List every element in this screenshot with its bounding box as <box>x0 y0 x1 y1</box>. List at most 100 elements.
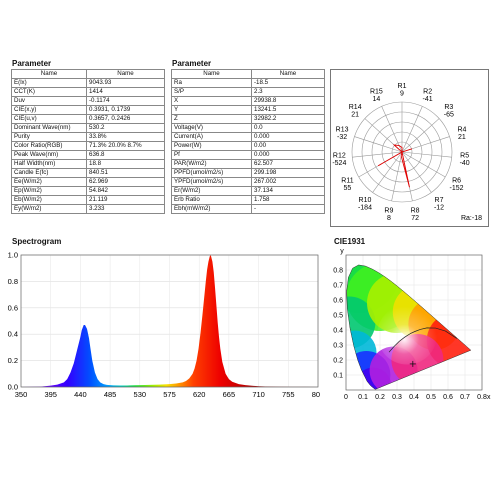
param-value-cell: 0.000 <box>251 132 325 142</box>
y-tick-label: 0.3 <box>333 343 343 350</box>
param-name-cell: Erb Ratio <box>171 195 252 205</box>
column-header: Name <box>171 69 252 79</box>
color-rendering-panel: R1 9 R2 -41 R3 -65 R4 21 R5 -40 R6 -152 R7 -12 R8 72 R9 8… <box>330 69 489 227</box>
polar-label-value: -32 <box>337 134 347 141</box>
table-row: Purity 33.8% <box>11 132 165 142</box>
table-row: Z 32982.2 <box>171 114 325 124</box>
table-row: PPFD(umol/m2/s) 299.198 <box>171 168 325 178</box>
polar-label-name: R7 <box>435 197 444 204</box>
table-row: Voltage(V) 0.0 <box>171 123 325 133</box>
param-name-cell: Ey(W/m2) <box>11 204 87 214</box>
param-value-cell: 0.00 <box>251 141 325 151</box>
x-tick-label: 395 <box>44 390 57 399</box>
param-name-cell: Candle E(fc) <box>11 168 87 178</box>
polar-spoke <box>352 151 403 158</box>
x-axis-label: x <box>487 394 491 401</box>
polar-label-name: R12 <box>333 153 346 160</box>
plot-frame <box>345 254 483 391</box>
param-name-cell: Pf <box>171 150 252 160</box>
polar-label-value: -12 <box>434 204 444 211</box>
x-tick-label: 0 <box>344 394 348 401</box>
x-tick-label: 0.7 <box>460 394 470 401</box>
param-value-cell: 13241.5 <box>251 105 325 115</box>
cie-white-region <box>377 304 438 365</box>
polar-label-value: 9 <box>400 91 404 98</box>
polar-label-name: R8 <box>411 208 420 215</box>
param-value-cell: 71.3% 20.0% 8.7% <box>86 141 165 151</box>
table-row: Color Ratio(RGB) 71.3% 20.0% 8.7% <box>11 141 165 151</box>
param-value-cell: -0.1174 <box>86 96 165 106</box>
param-value-cell: 2.3 <box>251 87 325 97</box>
table-row: Y 13241.5 <box>171 105 325 115</box>
polar-label-value: -65 <box>444 111 454 118</box>
param-value-cell: 1.758 <box>251 195 325 205</box>
x-tick-label: 0.3 <box>392 394 402 401</box>
table-row: S/P 2.3 <box>171 87 325 97</box>
polar-spoke <box>401 118 440 153</box>
column-header: Name <box>11 69 87 79</box>
x-tick-label: 710 <box>252 390 265 399</box>
param-value-cell: 37.134 <box>251 186 325 196</box>
table-row: Current(A) 0.000 <box>171 132 325 142</box>
x-tick-label: 0.8 <box>477 394 487 401</box>
param-name-cell: CCT(K) <box>11 87 87 97</box>
x-tick-label: 350 <box>15 390 28 399</box>
polar-label-name: R9 <box>384 208 393 215</box>
polar-spoke <box>401 151 432 193</box>
param-value-cell: 530.2 <box>86 123 165 133</box>
param-name-cell: Half Width(nm) <box>11 159 87 169</box>
table-row: Eb(W/m2) 21.119 <box>11 195 165 205</box>
param-name-cell: Color Ratio(RGB) <box>11 141 87 151</box>
y-axis-label: y <box>340 248 344 255</box>
y-tick-label: 0.8 <box>333 268 343 275</box>
polar-spoke <box>401 151 452 158</box>
x-tick-label: 0.6 <box>443 394 453 401</box>
param-name-cell: Eb(W/m2) <box>11 195 87 205</box>
table-row: Peak Wave(nm) 636.8 <box>11 150 165 160</box>
parameter-table-right: Name Name Ra -18.5 S/P 2.3 X 29938.8 Y 13241.5 Z… <box>171 69 325 214</box>
table-row: Power(W) 0.00 <box>171 141 325 151</box>
param-value-cell: 33.8% <box>86 132 165 142</box>
y-tick-label: 0.6 <box>8 303 18 312</box>
polar-label-value: -40 <box>460 160 470 167</box>
polar-spoke <box>381 106 403 153</box>
param-name-cell: Current(A) <box>171 132 252 142</box>
param-name-cell: Ee(W/m2) <box>11 177 87 187</box>
param-value-cell: 29938.8 <box>251 96 325 106</box>
param-name-cell: Duv <box>11 96 87 106</box>
x-tick-label: 575 <box>163 390 176 399</box>
polar-spoke <box>372 151 403 193</box>
table-row: CCT(K) 1414 <box>11 87 165 97</box>
param-name-cell: PAR(W/m2) <box>171 159 252 169</box>
param-value-cell: 1414 <box>86 87 165 97</box>
polar-label-name: R5 <box>460 153 469 160</box>
polar-label-name: R11 <box>341 178 353 185</box>
polar-spoke <box>401 151 446 178</box>
polar-label-name: R2 <box>423 88 432 95</box>
y-tick-label: 0.1 <box>333 373 343 380</box>
x-tick-label: 665 <box>223 390 236 399</box>
y-tick-label: 1.0 <box>8 251 18 260</box>
y-tick-label: 0.2 <box>8 356 18 365</box>
y-tick-label: 0.8 <box>8 277 18 286</box>
polar-label-value: 14 <box>372 96 380 103</box>
param-value-cell: 62.969 <box>86 177 165 187</box>
param-value-cell: 0.000 <box>251 150 325 160</box>
param-value-cell: 267.002 <box>251 177 325 187</box>
param-value-cell: 32982.2 <box>251 114 325 124</box>
x-tick-label: 485 <box>104 390 117 399</box>
table-row: Erb Ratio 1.758 <box>171 195 325 205</box>
param-value-cell: 840.51 <box>86 168 165 178</box>
color-rendering-polar-chart: R19 R2-41R3-65R421R5-40R6-152R7-12R872R98… <box>332 83 482 222</box>
table-row: Dominant Wave(nm) 530.2 <box>11 123 165 133</box>
table-row: X 29938.8 <box>171 96 325 106</box>
table-row: Ebh(mW/m2) - <box>171 204 325 214</box>
polar-label-value: -152 <box>450 185 464 192</box>
table-row: Ep(W/m2) 54.842 <box>11 186 165 196</box>
table-row: Er(W/m2) 37.134 <box>171 186 325 196</box>
x-tick-label: 620 <box>193 390 206 399</box>
polar-spoke <box>401 106 423 153</box>
x-tick-label: 530 <box>134 390 147 399</box>
param-name-cell: Purity <box>11 132 87 142</box>
table-row: Duv -0.1174 <box>11 96 165 106</box>
